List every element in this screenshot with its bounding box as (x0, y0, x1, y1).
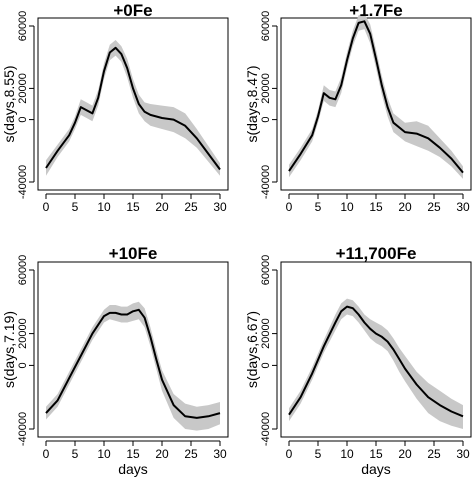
x-tick-label: 5 (315, 200, 322, 214)
x-tick-label: 15 (126, 200, 140, 214)
panel-1: 0 5 10 15 20 25 30 -40000 0 20000 60000 +0Fe s(days,… (1, 1, 229, 214)
y-tick-label: -40000 (260, 412, 272, 446)
y-tick-label: 20000 (17, 73, 29, 104)
y-tick-label: 20000 (17, 318, 29, 349)
x-tick-label: 30 (213, 447, 227, 461)
x-tick-label: 25 (427, 200, 441, 214)
confidence-band (289, 13, 463, 179)
y-axis-title: s(days,7.19) (1, 311, 17, 388)
x-tick-label: 10 (97, 200, 111, 214)
panel-4: 0 5 10 15 20 25 30 -40000 0 20000 60000 +11,700Fe s(… (244, 244, 472, 477)
panel-3: 0 5 10 15 20 25 30 -40000 0 20000 60000 +10Fe s(days… (1, 244, 229, 477)
x-tick-label: 25 (427, 447, 441, 461)
x-axis-title: days (118, 461, 148, 477)
x-tick-label: 30 (456, 447, 470, 461)
x-tick-label: 30 (456, 200, 470, 214)
panel-2: 0 5 10 15 20 25 30 -40000 0 20000 60000 +1.7Fe s(day… (244, 1, 472, 214)
x-tick-label: 0 (43, 447, 50, 461)
x-tick-label: 20 (155, 447, 169, 461)
x-tick-label: 0 (286, 200, 293, 214)
x-tick-label: 25 (184, 200, 198, 214)
x-tick-label: 25 (184, 447, 198, 461)
smooth-curve (288, 20, 464, 174)
panel-title: +1.7Fe (349, 1, 402, 20)
x-axis-title: days (361, 461, 391, 477)
y-tick-label: 0 (17, 117, 29, 123)
x-tick-label: 10 (340, 447, 354, 461)
x-tick-label: 5 (72, 200, 79, 214)
y-tick-label: 20000 (260, 318, 272, 349)
y-axis-title: s(days,8.47) (244, 65, 260, 142)
x-tick-label: 15 (126, 447, 140, 461)
plot-frame (280, 261, 472, 438)
y-tick-label: 60000 (17, 11, 29, 42)
x-tick-label: 20 (398, 447, 412, 461)
smooth-curve (288, 305, 464, 418)
x-tick-label: 10 (340, 200, 354, 214)
x-tick-label: 30 (213, 200, 227, 214)
y-tick-label: 0 (17, 362, 29, 368)
y-tick-label: 20000 (260, 73, 272, 104)
x-tick-label: 0 (286, 447, 293, 461)
y-tick-label: -40000 (17, 165, 29, 199)
panel-title: +11,700Fe (336, 244, 417, 263)
x-tick-label: 0 (43, 200, 50, 214)
confidence-band (289, 298, 463, 429)
panel-title: +0Fe (113, 1, 152, 20)
confidence-band (46, 40, 220, 176)
x-tick-label: 15 (369, 447, 383, 461)
plot-frame (37, 17, 229, 191)
smooth-curve (45, 308, 221, 419)
y-tick-label: -40000 (17, 412, 29, 446)
y-tick-label: 60000 (260, 255, 272, 286)
plot-frame (37, 261, 229, 438)
y-tick-label: 0 (260, 362, 272, 368)
confidence-band (46, 301, 220, 431)
y-tick-label: 60000 (260, 11, 272, 42)
x-tick-label: 20 (155, 200, 169, 214)
y-tick-label: 60000 (17, 255, 29, 286)
y-axis-title: s(days,8.55) (1, 65, 17, 142)
x-tick-label: 10 (97, 447, 111, 461)
x-tick-label: 5 (315, 447, 322, 461)
y-tick-label: -40000 (260, 165, 272, 199)
x-tick-label: 5 (72, 447, 79, 461)
y-tick-label: 0 (260, 117, 272, 123)
panel-title: +10Fe (109, 244, 158, 263)
x-tick-label: 15 (369, 200, 383, 214)
smooth-curve (45, 46, 221, 171)
y-axis-title: s(days,6.67) (244, 311, 260, 388)
x-tick-label: 20 (398, 200, 412, 214)
plot-frame (280, 17, 472, 191)
